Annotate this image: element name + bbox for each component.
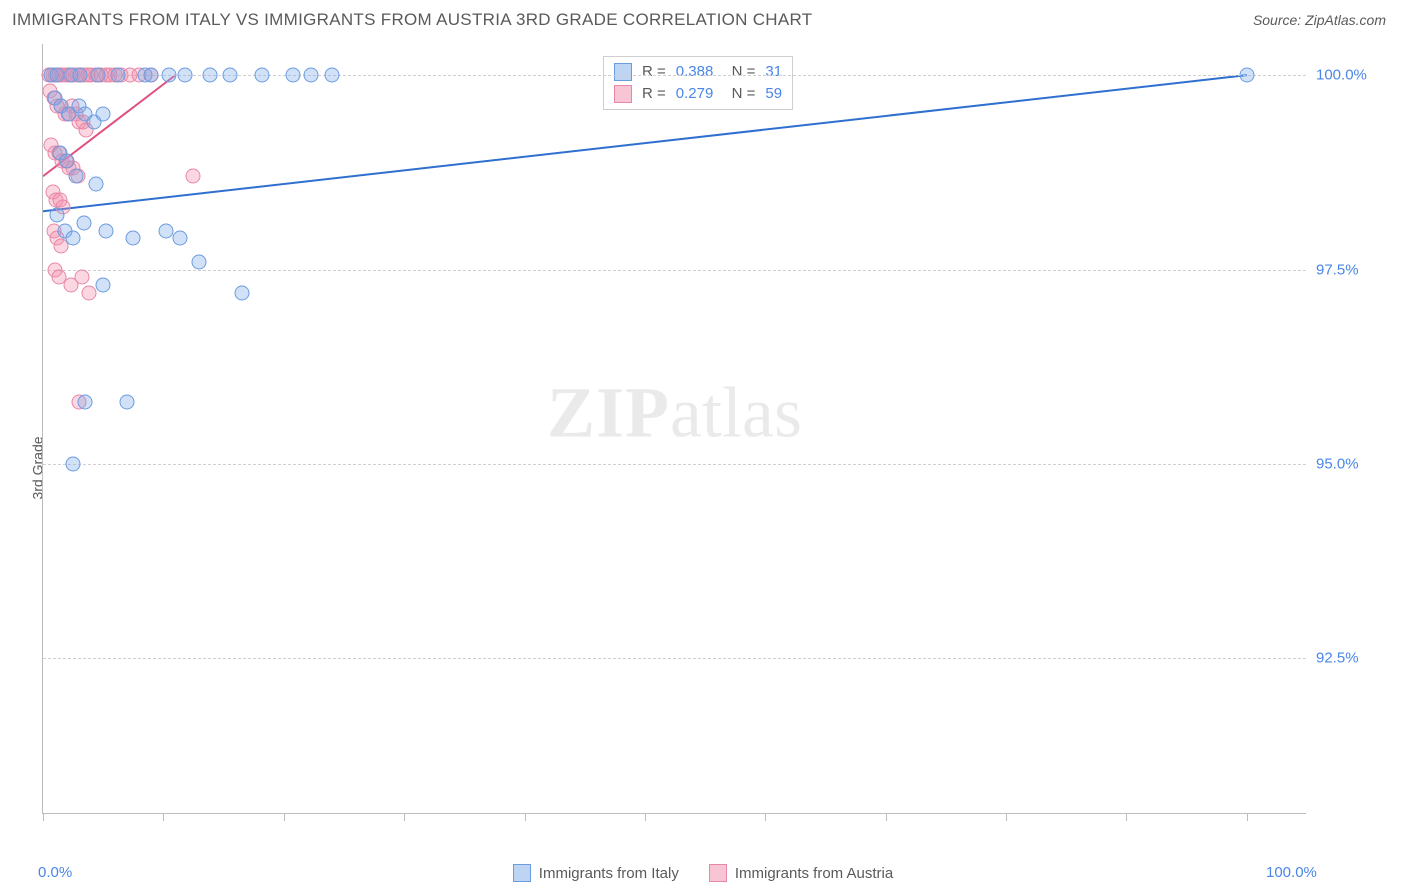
data-point [234, 285, 249, 300]
data-point [88, 177, 103, 192]
x-axis-tick [404, 813, 405, 821]
data-point [186, 169, 201, 184]
data-point [162, 68, 177, 83]
chart-container: 3rd Grade ZIPatlas R = 0.388 N = 31 R = … [0, 44, 1406, 892]
data-point [158, 223, 173, 238]
data-point [324, 68, 339, 83]
data-point [91, 68, 106, 83]
x-axis-tick [1247, 813, 1248, 821]
data-point [96, 278, 111, 293]
data-point [96, 107, 111, 122]
legend-label-italy: Immigrants from Italy [539, 865, 679, 882]
source-credit: Source: ZipAtlas.com [1253, 12, 1386, 28]
r-value-italy: 0.388 [676, 61, 714, 83]
data-point [78, 394, 93, 409]
legend-item-austria: Immigrants from Austria [709, 864, 893, 882]
y-axis-tick-label: 95.0% [1316, 456, 1359, 473]
data-point [192, 254, 207, 269]
data-point [286, 68, 301, 83]
x-axis-tick [1006, 813, 1007, 821]
x-axis-tick [1126, 813, 1127, 821]
data-point [98, 223, 113, 238]
data-point [74, 270, 89, 285]
r-value-austria: 0.279 [676, 83, 714, 105]
legend-swatch-italy [513, 864, 531, 882]
gridline [43, 658, 1306, 659]
x-axis-tick [525, 813, 526, 821]
data-point [66, 231, 81, 246]
legend-item-italy: Immigrants from Italy [513, 864, 679, 882]
data-point [73, 68, 88, 83]
data-point [60, 153, 75, 168]
data-point [50, 208, 65, 223]
data-point [173, 231, 188, 246]
legend-swatch-austria [709, 864, 727, 882]
gridline [43, 464, 1306, 465]
stat-row-italy: R = 0.388 N = 31 [614, 61, 782, 83]
gridline [43, 270, 1306, 271]
chart-title: IMMIGRANTS FROM ITALY VS IMMIGRANTS FROM… [12, 10, 812, 30]
x-axis-tick [765, 813, 766, 821]
data-point [110, 68, 125, 83]
legend-label-austria: Immigrants from Austria [735, 865, 893, 882]
data-point [304, 68, 319, 83]
plot-area: ZIPatlas R = 0.388 N = 31 R = 0.279 N = … [42, 44, 1306, 814]
data-point [1239, 68, 1254, 83]
n-value-italy: 31 [765, 61, 782, 83]
x-axis-tick [645, 813, 646, 821]
data-point [178, 68, 193, 83]
data-point [120, 394, 135, 409]
trend-lines [43, 44, 1307, 814]
data-point [66, 457, 81, 472]
correlation-stats-box: R = 0.388 N = 31 R = 0.279 N = 59 [603, 56, 793, 110]
x-axis-tick [886, 813, 887, 821]
data-point [203, 68, 218, 83]
data-point [255, 68, 270, 83]
data-point [81, 285, 96, 300]
data-point [222, 68, 237, 83]
swatch-austria [614, 85, 632, 103]
data-point [76, 215, 91, 230]
y-axis-tick-label: 97.5% [1316, 261, 1359, 278]
y-axis-tick-label: 100.0% [1316, 67, 1367, 84]
y-axis-tick-label: 92.5% [1316, 650, 1359, 667]
watermark: ZIPatlas [547, 372, 802, 455]
legend: Immigrants from Italy Immigrants from Au… [0, 864, 1406, 882]
x-axis-tick [284, 813, 285, 821]
n-value-austria: 59 [765, 83, 782, 105]
stat-row-austria: R = 0.279 N = 59 [614, 83, 782, 105]
data-point [144, 68, 159, 83]
x-axis-tick [163, 813, 164, 821]
x-axis-tick [43, 813, 44, 821]
swatch-italy [614, 63, 632, 81]
data-point [68, 169, 83, 184]
data-point [126, 231, 141, 246]
